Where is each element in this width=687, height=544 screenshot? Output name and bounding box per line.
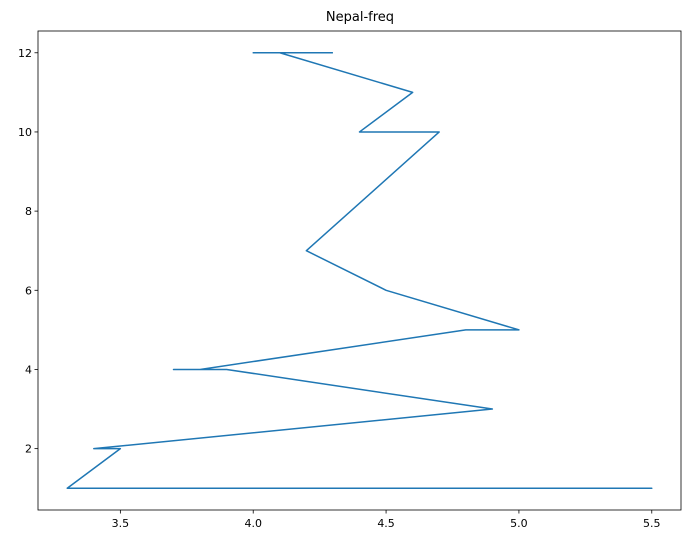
chart-title: Nepal-freq — [326, 10, 394, 25]
y-tick-label: 10 — [18, 126, 32, 139]
y-tick-label: 2 — [25, 443, 32, 456]
x-tick-label: 3.5 — [112, 517, 130, 530]
plot-area — [37, 30, 682, 511]
x-tick-label: 5.5 — [643, 517, 661, 530]
y-tick-label: 6 — [25, 284, 32, 297]
y-tick-label: 12 — [18, 47, 32, 60]
x-axis: 3.5 4.0 4.5 5.0 5.5 — [112, 510, 661, 530]
x-tick-label: 5.0 — [510, 517, 528, 530]
series-line-0 — [66, 52, 653, 489]
x-tick-label: 4.0 — [244, 517, 262, 530]
x-tick-label: 4.5 — [377, 517, 395, 530]
y-tick-label: 4 — [25, 363, 32, 376]
plot-frame — [37, 30, 682, 511]
y-axis: 2 4 6 8 10 12 — [18, 47, 38, 456]
y-tick-label: 8 — [25, 205, 32, 218]
